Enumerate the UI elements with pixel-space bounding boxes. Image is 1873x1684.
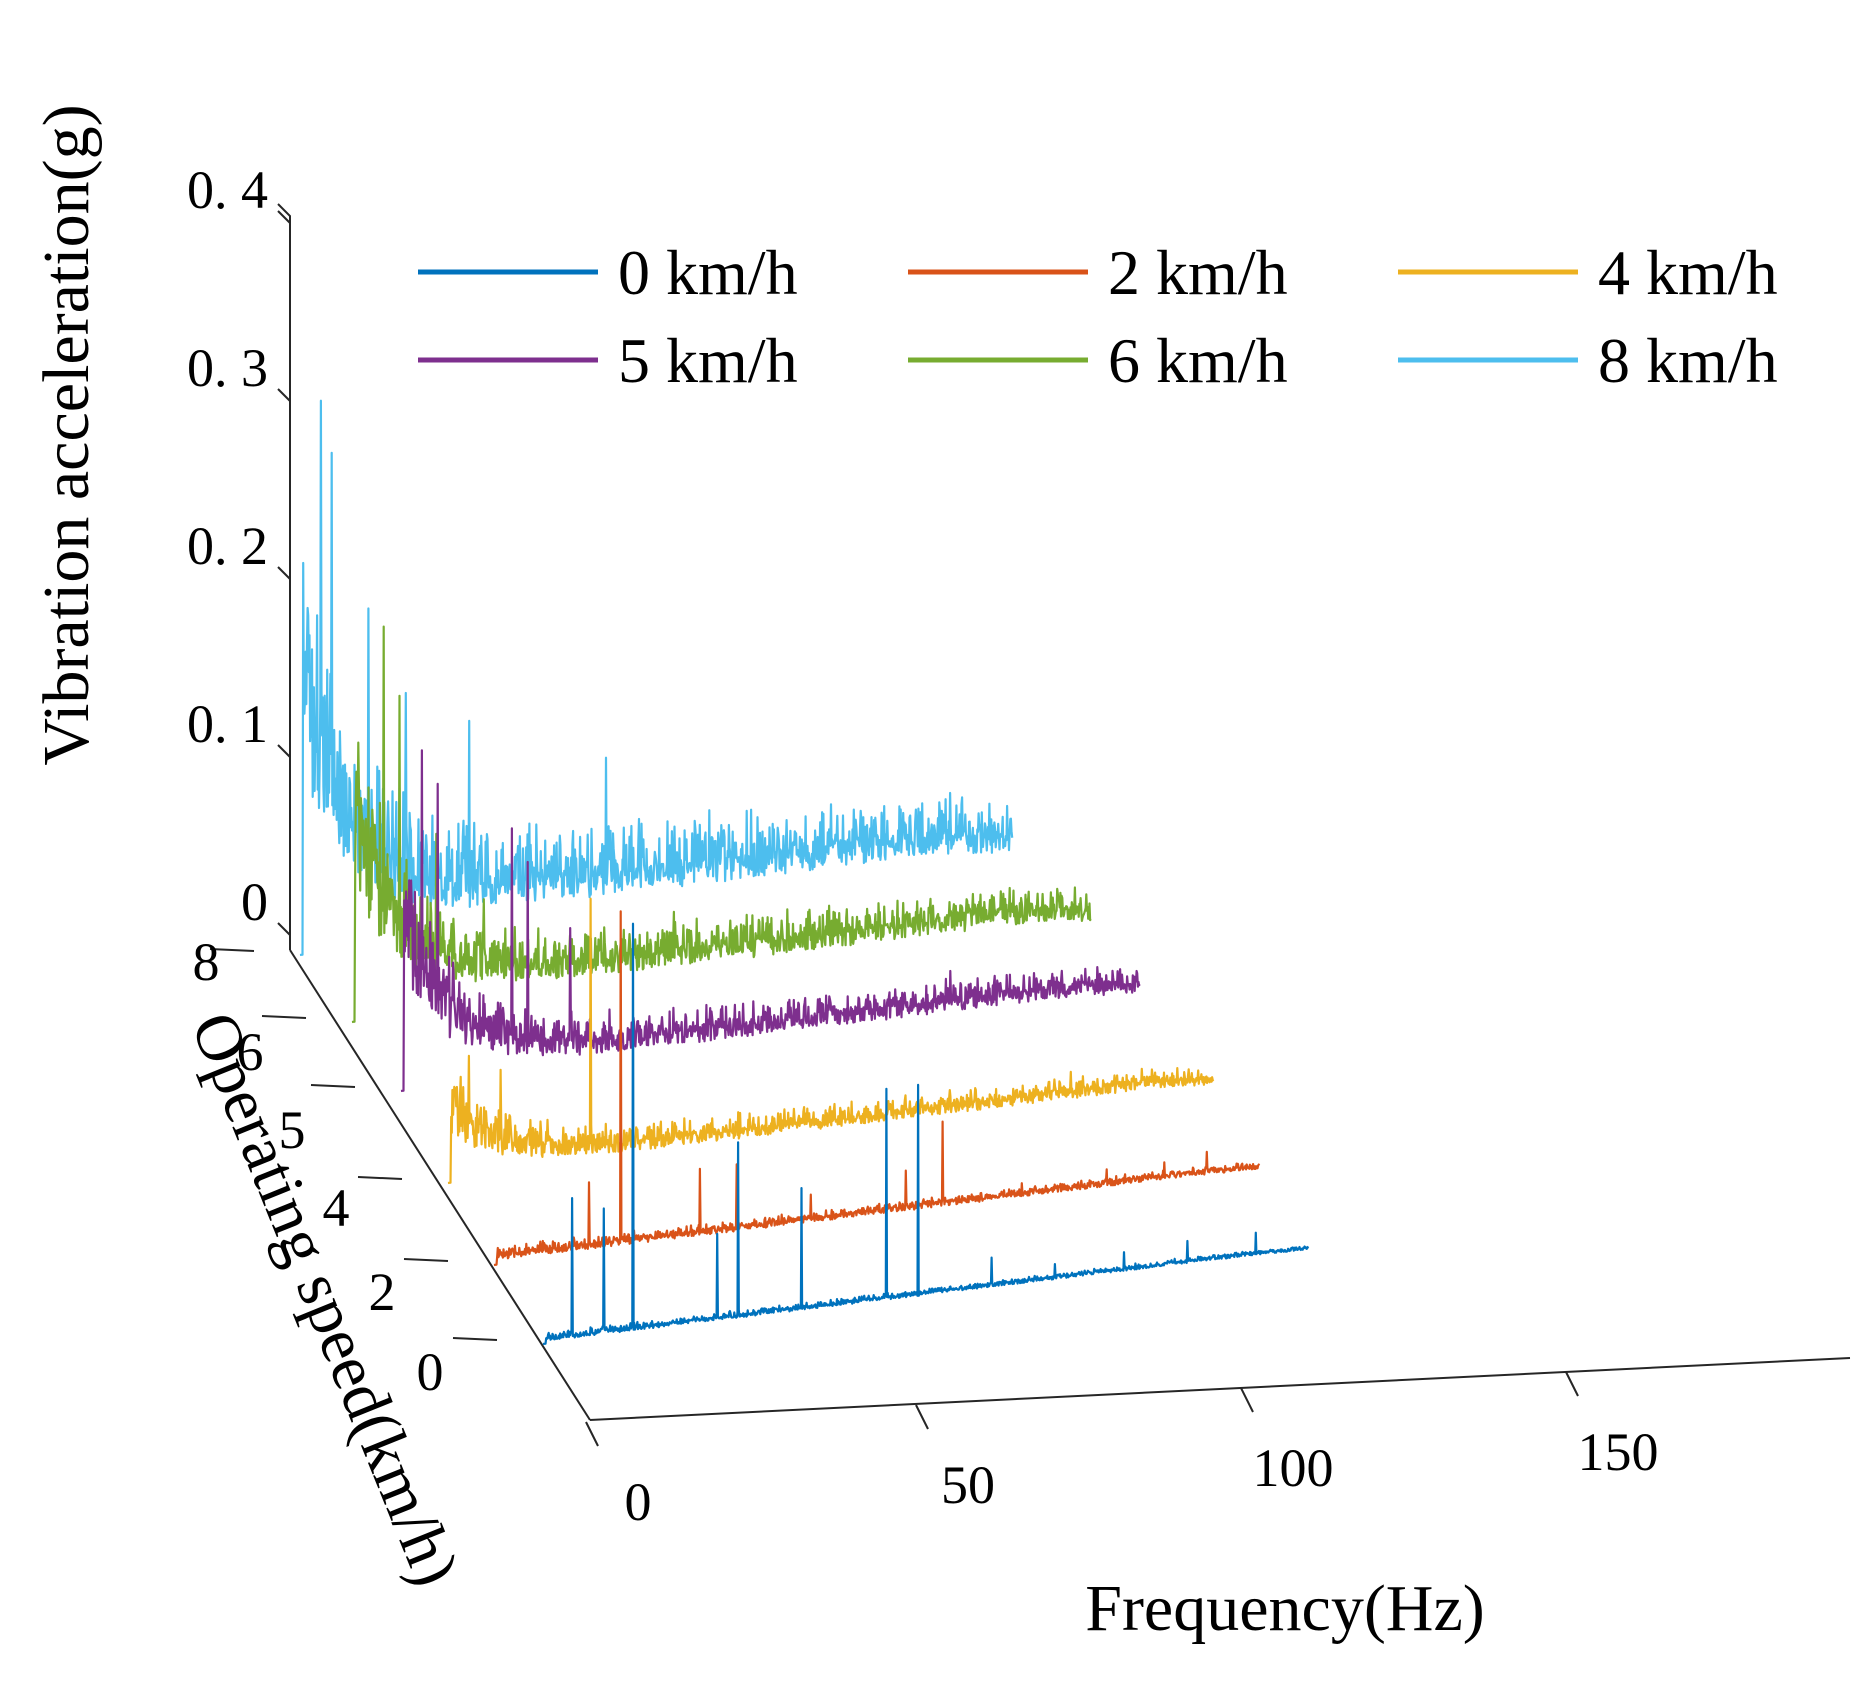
axes [209, 203, 1851, 1447]
y-tick-label: 4 [323, 1178, 350, 1238]
y-tick-mark [403, 1258, 449, 1262]
y-tick-label: 6 [237, 1022, 264, 1082]
series-line-2-kmh [493, 910, 1261, 1267]
x-axis-title: Frequency(Hz) [1085, 1572, 1484, 1645]
z-tick-label: 0. 2 [187, 516, 268, 576]
z-tick-label: 0. 1 [187, 694, 268, 754]
y-axis-line [289, 949, 591, 1421]
y-tick-mark [209, 948, 255, 952]
z-tick-mark [277, 922, 291, 936]
legend: 0 km/h 2 km/h 4 km/h 5 km/h 6 km/h 8 km/h [418, 237, 1778, 396]
z-tick-mark [277, 744, 291, 758]
x-tick-label: 100 [1253, 1438, 1334, 1498]
legend-label: 8 km/h [1598, 325, 1778, 396]
z-tick-mark [277, 566, 291, 580]
series-line-8-kmh [299, 399, 1014, 957]
legend-label: 2 km/h [1108, 237, 1288, 308]
series-line-6-kmh [351, 625, 1092, 1024]
x-tick-mark [1240, 1387, 1254, 1413]
x-tick-label: 150 [1578, 1422, 1659, 1482]
z-axis-title: Vibration acceleration(g) [30, 104, 103, 765]
z-tick-mark [277, 388, 291, 402]
y-tick-label: 0 [417, 1342, 444, 1402]
legend-label: 0 km/h [618, 237, 798, 308]
y-tick-label: 5 [279, 1100, 306, 1160]
z-tick-label: 0. 3 [187, 338, 268, 398]
y-axis-title: Operating speed(km/h) [177, 1002, 473, 1595]
y-tick-label: 2 [369, 1262, 396, 1322]
legend-label: 4 km/h [1598, 237, 1778, 308]
series-line-0-kmh [542, 922, 1310, 1346]
legend-label: 6 km/h [1108, 325, 1288, 396]
x-tick-mark [915, 1404, 929, 1430]
z-tick-label: 0 [241, 872, 268, 932]
z-tick-label: 0. 4 [187, 160, 268, 220]
y-tick-label: 8 [193, 932, 220, 992]
y-tick-mark [452, 1337, 498, 1341]
y-tick-mark [261, 1015, 307, 1019]
series-group [299, 399, 1310, 1346]
z-axis-line [277, 203, 291, 950]
y-tick-mark [310, 1084, 356, 1088]
x-tick-label: 50 [941, 1455, 995, 1515]
series-line-5-kmh [400, 749, 1141, 1093]
x-tick-label: 0 [625, 1472, 652, 1532]
x-tick-mark [585, 1421, 599, 1447]
series-line-4-kmh [447, 897, 1215, 1185]
x-tick-mark [1565, 1371, 1579, 1397]
y-tick-mark [357, 1176, 403, 1180]
z-tick-mark [277, 210, 291, 224]
x-axis-line [589, 1357, 1851, 1421]
legend-label: 5 km/h [618, 325, 798, 396]
